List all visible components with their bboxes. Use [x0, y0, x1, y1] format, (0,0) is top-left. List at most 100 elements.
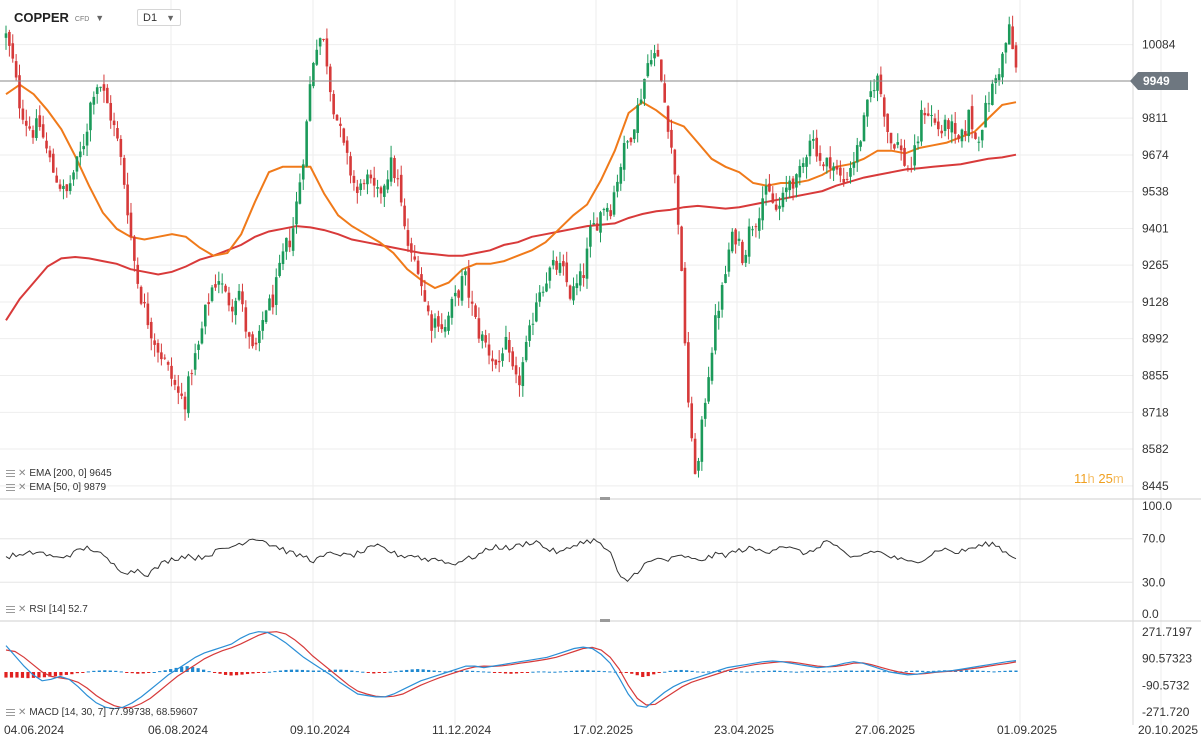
settings-icon[interactable]	[6, 605, 15, 614]
candle-body	[953, 123, 957, 134]
macd-axis-label: -271.720	[1142, 705, 1190, 719]
candle-body	[116, 128, 119, 139]
macd-histogram-bar	[553, 671, 557, 673]
candle-body	[872, 90, 876, 92]
countdown-hours: 11	[1074, 471, 1088, 486]
candle-body	[372, 177, 376, 186]
settings-icon[interactable]	[6, 708, 15, 717]
rsi-axis-label: 0.0	[1142, 607, 1159, 621]
macd-histogram-bar	[399, 670, 403, 672]
pane-resize-handle	[600, 497, 610, 500]
close-icon[interactable]: ✕	[18, 468, 27, 479]
candle-body	[744, 254, 748, 263]
settings-icon[interactable]	[6, 483, 15, 492]
ema50-line	[5, 83, 1017, 290]
candle-body	[443, 327, 447, 332]
candle-body	[470, 301, 474, 304]
candle-body	[906, 168, 910, 170]
candle-body	[785, 187, 788, 193]
legend-macd[interactable]: ✕ MACD [14, 30, 7] 77.99738, 68.59607	[6, 707, 198, 718]
macd-histogram-bar	[844, 670, 848, 672]
candle-body	[572, 286, 575, 301]
candle-body	[133, 236, 136, 261]
macd-histogram-bar	[986, 671, 991, 673]
macd-histogram-bar	[536, 671, 541, 673]
candle-body	[687, 342, 690, 403]
timeframe-select[interactable]: D1 ▼	[137, 9, 181, 26]
rsi-axis-label: 30.0	[1142, 575, 1166, 589]
macd-histogram-bar	[53, 672, 58, 677]
macd-histogram-bar	[438, 671, 442, 673]
close-icon[interactable]: ✕	[18, 604, 27, 615]
candle-body	[768, 183, 771, 192]
grid-lines	[0, 0, 1201, 725]
candle-body	[724, 274, 727, 284]
candle-body	[1011, 26, 1014, 50]
macd-histogram-bar	[882, 671, 886, 673]
macd-histogram-bar	[432, 670, 436, 672]
macd-histogram-bar	[86, 671, 90, 673]
macd-histogram-bar	[877, 670, 881, 672]
candle-body	[666, 106, 670, 132]
legend-rsi[interactable]: ✕ RSI [14] 52.7	[6, 604, 88, 615]
candle-body	[754, 226, 758, 228]
legend-ema200[interactable]: ✕ EMA [200, 0] 9645	[6, 468, 112, 479]
macd-histogram-bar	[185, 666, 189, 672]
candle-body	[193, 353, 197, 370]
candle-body	[403, 205, 406, 227]
macd-histogram-bar	[871, 670, 875, 672]
candle-body	[845, 178, 849, 180]
macd-histogram-bar	[158, 671, 162, 673]
candle-body	[298, 182, 302, 204]
macd-histogram-bar	[366, 672, 370, 673]
candle-body	[893, 144, 896, 149]
macd-histogram-bar	[317, 670, 321, 672]
macd-histogram-bar	[1003, 670, 1007, 672]
macd-histogram-bar	[652, 672, 656, 675]
candle-body	[1014, 45, 1018, 68]
macd-histogram-bar	[262, 672, 266, 673]
legend-ema50[interactable]: ✕ EMA [50, 0] 9879	[6, 482, 106, 493]
chevron-down-icon: ▼	[166, 13, 175, 23]
close-icon[interactable]: ✕	[18, 482, 27, 493]
candle-body	[305, 121, 308, 167]
macd-histogram-bar	[646, 672, 650, 677]
candle-body	[95, 87, 99, 94]
candle-body	[339, 123, 342, 126]
candle-body	[497, 360, 501, 363]
date-axis-label: 09.10.2024	[290, 723, 350, 737]
macd-histogram-bar	[690, 670, 694, 672]
close-icon[interactable]: ✕	[18, 707, 27, 718]
candle-body	[62, 185, 65, 189]
candle-body	[92, 96, 96, 105]
price-axis-label: 9128	[1142, 295, 1169, 309]
candle-body	[991, 83, 994, 105]
candle-body	[55, 175, 58, 183]
candle-body	[690, 403, 694, 439]
macd-histogram-bar	[223, 672, 228, 675]
settings-icon[interactable]	[6, 469, 15, 478]
candle-body	[278, 262, 281, 276]
pane-resize-handle	[600, 619, 610, 622]
legend-macd-label: MACD [14, 30, 7] 77.99738, 68.59607	[29, 707, 198, 718]
candle-body	[558, 263, 562, 273]
candle-body	[356, 186, 359, 193]
candle-body	[923, 112, 927, 116]
candle-body	[453, 292, 457, 297]
candle-body	[629, 137, 633, 143]
symbol-selector[interactable]: COPPER CFD ▼	[14, 10, 104, 25]
candle-body	[649, 60, 653, 65]
macd-histogram-bar	[750, 671, 755, 673]
macd-histogram-bar	[685, 670, 689, 672]
candle-body	[683, 267, 687, 344]
macd-histogram-bar	[212, 672, 217, 673]
macd-histogram-bar	[542, 671, 546, 673]
price-axis-label: 9538	[1142, 185, 1169, 199]
candle-body	[822, 164, 825, 167]
timeframe-value: D1	[143, 12, 158, 24]
candle-body	[531, 323, 535, 325]
candle-body	[153, 340, 156, 345]
candle-body	[241, 291, 244, 305]
candle-body	[646, 63, 650, 77]
